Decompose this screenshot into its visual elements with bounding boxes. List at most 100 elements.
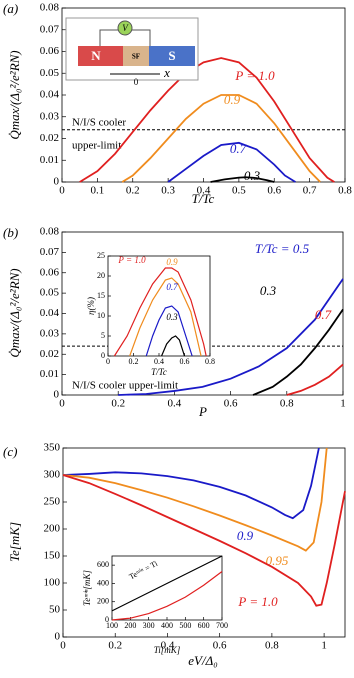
y-tick-label: 0.07: [40, 23, 60, 35]
curve: [79, 57, 335, 183]
y-tick-label: 50: [49, 604, 61, 616]
x-axis-label: P: [198, 404, 207, 419]
y-tick-label: 250: [44, 496, 61, 508]
curve: [62, 474, 346, 607]
source-label: V: [122, 23, 129, 33]
y-tick-label: 0.01: [40, 154, 59, 166]
curve-label: 0.95: [266, 553, 289, 568]
x-tick-label: 0.8: [265, 640, 279, 652]
x-tick-label: 0.4: [197, 185, 211, 197]
curve-label: 0.7: [166, 282, 178, 292]
x-tick-label: 0.6: [267, 185, 281, 197]
y-tick-label: 0: [101, 351, 105, 360]
curve: [118, 278, 344, 396]
curve: [286, 363, 344, 396]
y-tick-label: 0.02: [40, 348, 59, 360]
y-tick-label: 0.02: [40, 132, 59, 144]
y-tick-label: 0.03: [40, 327, 60, 339]
y-tick-label: 0.05: [40, 287, 60, 299]
curve-label: T/Tc = 0.5: [255, 241, 310, 256]
x-tick-label: 0.8: [205, 357, 215, 366]
x-tick-label: 0.4: [154, 357, 164, 366]
y-tick-label: 0.06: [40, 45, 60, 57]
y-tick-label: 200: [44, 523, 61, 535]
curve-label: 0.9: [166, 257, 178, 267]
curve: [145, 305, 193, 357]
curve: [113, 267, 207, 357]
curve: [111, 555, 223, 612]
y-tick-label: 0.06: [40, 266, 60, 278]
annotation: N/I/S cooler upper-limit: [72, 380, 178, 392]
curve-label: P = 1.0: [117, 255, 146, 265]
curve-label: 0.3: [244, 168, 261, 183]
curve-label: 0.3: [166, 312, 178, 322]
y-tick-label: 0.04: [40, 89, 60, 101]
curve: [252, 308, 344, 396]
panel-label: (c): [3, 444, 17, 459]
x-tick-label: 0.6: [213, 640, 227, 652]
y-axis-label: η(%): [86, 297, 96, 315]
y-axis-label: Te[mK]: [7, 522, 22, 562]
sf-label: SF: [132, 53, 140, 61]
curve: [111, 571, 223, 621]
plot-area: [111, 555, 223, 621]
curve-label: 0.7: [230, 141, 247, 156]
n-label: N: [91, 48, 101, 63]
x-tick-label: 0.2: [129, 357, 139, 366]
x-tick-label: 0: [106, 357, 110, 366]
y-tick-label: 0.04: [40, 307, 60, 319]
y-tick-label: 0.08: [40, 226, 60, 238]
curve: [160, 335, 186, 357]
annotation: upper-limit: [72, 140, 121, 152]
panel-label: (a): [3, 1, 18, 16]
y-axis-label: Teᵐⁱⁿ[mK]: [82, 570, 92, 606]
x-tick-label: 0: [59, 398, 65, 410]
y-axis-label: Q̇max/(Δ₀²/e²RN): [7, 268, 22, 357]
x-tick-label: 500: [179, 621, 191, 630]
x-tick-label: 0.6: [224, 398, 238, 410]
y-tick-label: 400: [97, 578, 109, 587]
y-tick-label: 0: [105, 615, 109, 624]
x-tick-label: 0.2: [126, 185, 140, 197]
x-tick-label: 0.1: [91, 185, 105, 197]
x-tick-label: 0.4: [168, 398, 182, 410]
y-tick-label: 600: [97, 560, 109, 569]
annotation: N/I/S cooler: [72, 117, 126, 129]
y-tick-label: 15: [97, 291, 105, 300]
x-tick-label: 0: [59, 185, 65, 197]
y-tick-label: 0: [54, 176, 60, 188]
y-tick-label: 20: [97, 271, 105, 280]
curve: [121, 94, 321, 183]
x-tick-label: 600: [198, 621, 210, 630]
x-axis-label: T/Tc: [192, 191, 215, 206]
curve-label: P = 1.0: [234, 68, 275, 83]
inset: 0 0.2 0.4 0.6 0.8 0 5 10 15 20 25 P = 1.0 0.9 0.7 0.3 T…: [86, 251, 215, 377]
y-tick-label: 0.08: [40, 2, 60, 14]
x-tick-label: 0: [60, 640, 66, 652]
sf-block: [123, 46, 149, 66]
panel: 0 0.2 0.4 0.6 0.8 1 0 50 100 150 200 250 300 350 0.9 0.…: [3, 442, 346, 668]
x-tick-label: 100: [106, 621, 118, 630]
y-tick-label: 0.01: [40, 368, 59, 380]
y-tick-label: 0.05: [40, 67, 60, 79]
y-tick-label: 0.03: [40, 110, 60, 122]
axis-label: x: [163, 65, 170, 80]
y-axis-label: Q̇max/(Δ₀²/e²RN): [7, 50, 22, 139]
x-tick-label: 300: [143, 621, 155, 630]
origin-label: 0: [134, 77, 139, 87]
x-tick-label: 0.7: [303, 185, 317, 197]
curve: [62, 447, 320, 520]
x-tick-label: 0.6: [180, 357, 190, 366]
x-tick-label: 1: [321, 640, 327, 652]
x-tick-label: 0.8: [338, 185, 352, 197]
curve-label: 0.3: [260, 283, 277, 298]
n-block: [78, 46, 123, 66]
y-tick-label: 5: [101, 331, 105, 340]
curve: [62, 447, 328, 552]
x-tick-label: 0.3: [161, 185, 175, 197]
s-block: [149, 46, 195, 66]
y-tick-label: 0: [54, 389, 60, 401]
